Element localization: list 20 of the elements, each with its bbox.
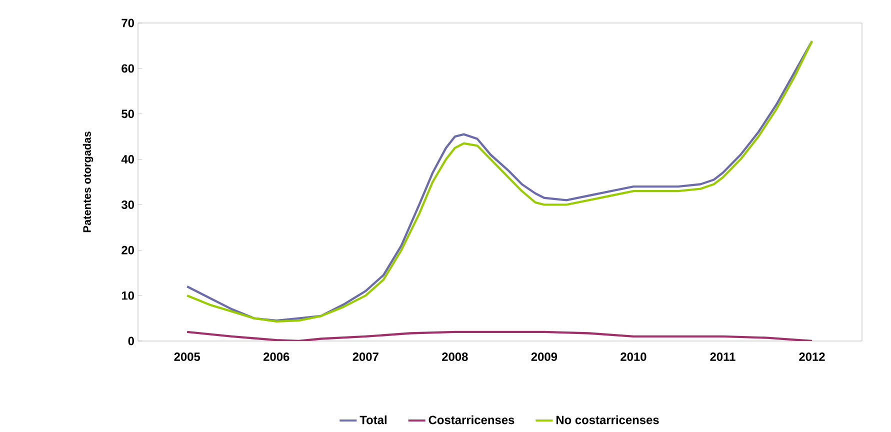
y-tick-label: 40 [121,155,134,164]
legend-label: Costarricenses [428,415,514,424]
x-tick-label: 2009 [531,352,558,361]
y-tick-label: 50 [122,110,134,118]
legend-label: Total [360,415,386,424]
x-tick-label: 2012 [799,352,825,361]
y-axis-title: Patentes otorgadas [82,132,94,232]
y-tick-label: 30 [121,200,134,209]
x-tick-label: 2008 [442,352,468,361]
y-tick-label: 60 [122,64,134,73]
y-tick-label: 0 [128,336,134,346]
x-tick-label: 2010 [620,352,646,361]
x-tick-label: 2006 [264,352,290,361]
x-tick-label: 2007 [352,352,378,361]
y-tick-label: 70 [122,18,134,28]
y-tick-label: 20 [122,246,134,254]
legend-label: No costarricenses [556,415,659,424]
y-tick-label: 10 [122,291,134,300]
x-tick-label: 2011 [710,352,736,361]
x-tick-label: 2005 [174,352,200,361]
